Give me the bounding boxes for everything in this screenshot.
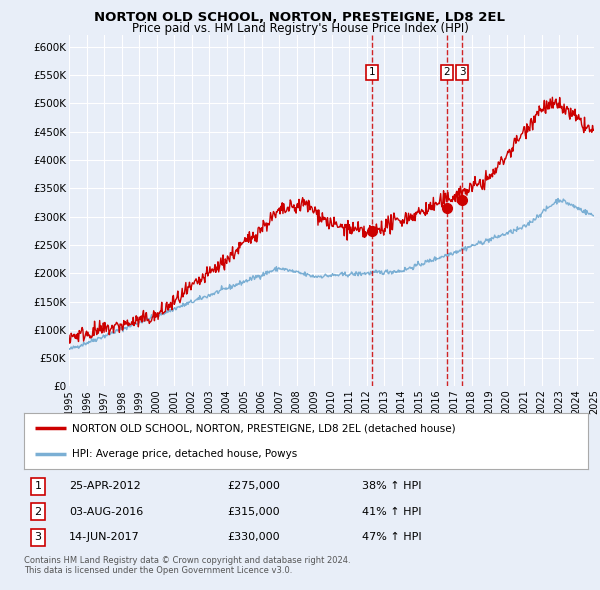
Text: Contains HM Land Registry data © Crown copyright and database right 2024.
This d: Contains HM Land Registry data © Crown c… <box>24 556 350 575</box>
Text: 38% ↑ HPI: 38% ↑ HPI <box>362 481 422 491</box>
Text: 1: 1 <box>369 67 376 77</box>
Text: Price paid vs. HM Land Registry's House Price Index (HPI): Price paid vs. HM Land Registry's House … <box>131 22 469 35</box>
Text: 3: 3 <box>459 67 466 77</box>
Text: 3: 3 <box>35 532 41 542</box>
Text: HPI: Average price, detached house, Powys: HPI: Average price, detached house, Powy… <box>72 449 297 459</box>
Text: 14-JUN-2017: 14-JUN-2017 <box>69 532 140 542</box>
Text: 25-APR-2012: 25-APR-2012 <box>69 481 141 491</box>
Text: 2: 2 <box>35 507 41 517</box>
Text: £315,000: £315,000 <box>227 507 280 517</box>
Text: 1: 1 <box>35 481 41 491</box>
Text: £330,000: £330,000 <box>227 532 280 542</box>
Text: 2: 2 <box>443 67 450 77</box>
Text: NORTON OLD SCHOOL, NORTON, PRESTEIGNE, LD8 2EL (detached house): NORTON OLD SCHOOL, NORTON, PRESTEIGNE, L… <box>72 423 455 433</box>
Text: NORTON OLD SCHOOL, NORTON, PRESTEIGNE, LD8 2EL: NORTON OLD SCHOOL, NORTON, PRESTEIGNE, L… <box>95 11 505 24</box>
Text: 03-AUG-2016: 03-AUG-2016 <box>69 507 143 517</box>
Text: 47% ↑ HPI: 47% ↑ HPI <box>362 532 422 542</box>
Text: £275,000: £275,000 <box>227 481 280 491</box>
Text: 41% ↑ HPI: 41% ↑ HPI <box>362 507 422 517</box>
